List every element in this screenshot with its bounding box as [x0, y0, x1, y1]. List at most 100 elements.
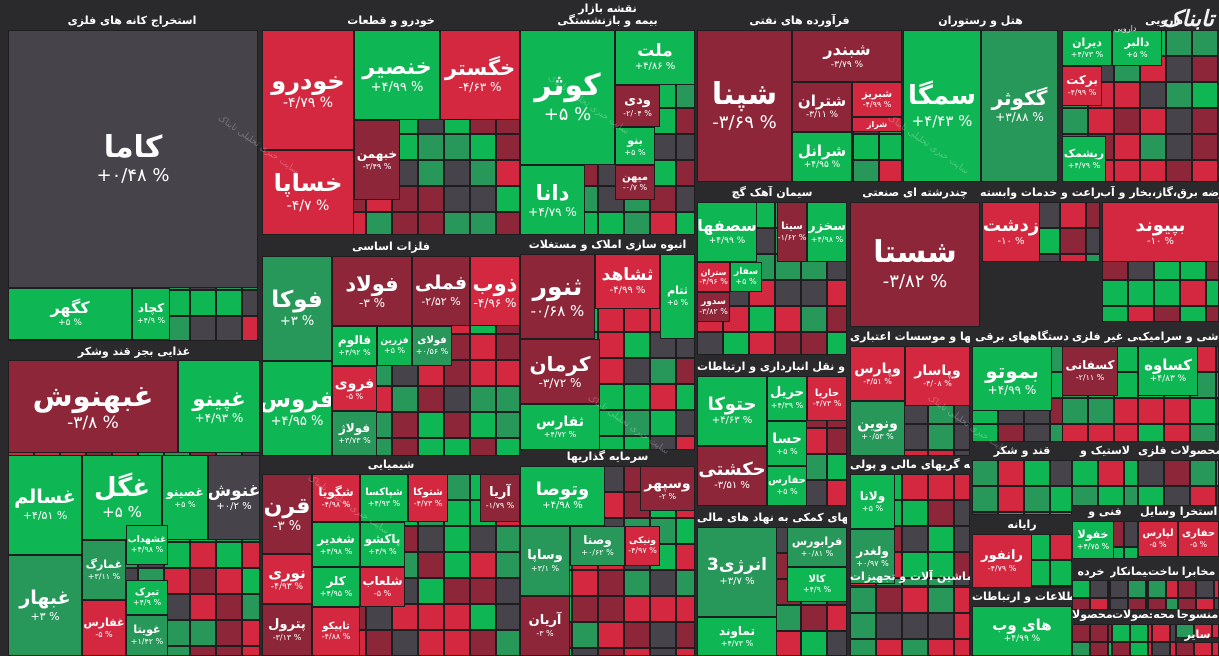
stock-tile[interactable]: سخزر +۴/۹۸ % — [807, 202, 847, 262]
stock-tile[interactable]: حسا +۵ % — [767, 421, 807, 466]
stock-tile[interactable]: ستران -۴/۹۶ % — [697, 262, 730, 292]
stock-tile[interactable]: ثنور -۰/۶۸ % — [520, 254, 595, 339]
stock-tile[interactable]: غسالم +۴/۵۱ % — [8, 455, 82, 555]
stock-tile[interactable]: حفارس +۵ % — [767, 466, 807, 506]
stock-tile[interactable]: ثفارس +۴/۷۲ % — [520, 404, 600, 450]
stock-tile[interactable]: غمارگ +۳/۱۱ % — [82, 540, 126, 600]
stock-tile[interactable]: آریا -۱/۷۹ % — [480, 474, 520, 522]
stock-tile[interactable]: ونیکی -۴/۹۷ % — [625, 526, 660, 566]
stock-tile[interactable]: رانفور -۴/۷۹ % — [972, 534, 1032, 588]
stock-tile[interactable]: فوکا +۳ % — [262, 256, 332, 361]
stock-tile[interactable]: ثتام +۵ % — [660, 254, 695, 339]
stock-tile[interactable]: فروس +۴/۹۵ % — [262, 361, 332, 456]
stock-tile[interactable]: خساپا -۴/۷ % — [262, 150, 354, 235]
stock-tile[interactable]: سیتا -۱/۶۲ % — [777, 202, 807, 262]
stock-tile[interactable]: دانا +۴/۷۹ % — [520, 165, 585, 235]
stock-tile[interactable]: خفولا +۴/۷۵ % — [1072, 521, 1114, 559]
stock-tile[interactable]: شرانل +۴/۹۵ % — [792, 132, 852, 182]
stock-tile[interactable]: غفارس -۵ % — [82, 600, 126, 656]
stock-tile[interactable]: وپاسار -۴/۰۸ % — [905, 346, 970, 406]
stock-tile[interactable]: کگهر +۵ % — [8, 288, 132, 340]
stock-tile[interactable]: شتران -۳/۱۱ % — [792, 82, 852, 132]
stock-tile[interactable]: سصفها +۴/۹۹ % — [697, 202, 757, 262]
stock-tile[interactable]: آریان -۳ % — [520, 596, 570, 656]
stock-tile[interactable]: شتوکا -۴/۷۳ % — [408, 474, 448, 522]
stock-tile[interactable]: حاریا -۴/۷۳ % — [807, 376, 847, 421]
stock-tile[interactable]: سمگا +۴/۴۳ % — [903, 30, 981, 182]
stock-tile[interactable]: غپینو +۴/۹۳ % — [178, 360, 260, 453]
stock-tile[interactable]: شبندر -۳/۷۹ % — [792, 30, 902, 82]
stock-tile[interactable]: حریل +۴/۳۹ % — [767, 376, 807, 421]
stock-tile[interactable]: بنو +۵ % — [615, 127, 655, 165]
stock-tile[interactable]: فولای +۰/۵۶ % — [412, 326, 452, 366]
stock-tile[interactable]: ملت +۴/۸۶ % — [615, 30, 695, 85]
stock-tile[interactable]: کساوه +۴/۸۳ % — [1138, 346, 1198, 396]
stock-tile[interactable]: های وب +۴/۹۹ % — [972, 606, 1072, 656]
stock-tile[interactable]: ولانا +۵ % — [850, 474, 895, 529]
stock-tile[interactable]: وپارس -۴/۵۱ % — [850, 346, 905, 401]
stock-tile[interactable]: غصینو +۵ % — [162, 455, 208, 540]
stock-tile[interactable]: تاپیکو -۴/۸۸ % — [312, 607, 360, 656]
stock-tile[interactable]: وصنا +۰/۶۲ % — [570, 526, 625, 566]
stock-tile[interactable]: غنوش +۰/۲ % — [208, 455, 260, 540]
stock-tile[interactable]: شستا -۳/۸۲ % — [850, 202, 980, 327]
stock-tile[interactable]: کاما +۰/۴۸ % — [8, 30, 258, 288]
stock-tile[interactable]: سدور -۳/۸۲ % — [697, 292, 730, 322]
stock-tile[interactable]: فملی -۲/۵۲ % — [412, 256, 470, 326]
stock-tile[interactable]: فالوم +۴/۹۲ % — [332, 326, 377, 366]
stock-tile[interactable]: زدشت -۱۰ % — [982, 202, 1040, 262]
stock-tile[interactable]: غشهداب +۴/۹۸ % — [126, 525, 168, 565]
stock-tile[interactable]: خگستر -۴/۶۳ % — [440, 30, 520, 120]
stock-tile[interactable]: فزرین +۵ % — [377, 326, 412, 366]
stock-tile[interactable]: کچاد +۴/۹ % — [132, 288, 170, 340]
stock-tile[interactable]: ذوب -۴/۹۶ % — [470, 256, 520, 326]
stock-tile[interactable]: سفار +۵ % — [730, 262, 762, 292]
stock-tile[interactable]: نوری -۴/۹۳ % — [262, 554, 312, 604]
stock-tile[interactable]: کالا +۴/۹ % — [787, 567, 847, 602]
stock-tile[interactable]: شپنا -۳/۶۹ % — [697, 30, 792, 182]
stock-tile[interactable]: حتوکا +۴/۶۳ % — [697, 376, 767, 446]
stock-tile[interactable]: تبرک +۴/۹ % — [126, 580, 168, 615]
stock-tile[interactable]: شراز — [852, 117, 902, 132]
stock-tile[interactable]: پترول -۳/۱۳ % — [262, 604, 312, 656]
stock-tile[interactable]: غبهار +۳ % — [8, 555, 82, 656]
stock-tile[interactable]: کلر +۴/۹۵ % — [312, 567, 360, 607]
stock-tile[interactable]: خودرو -۴/۷۹ % — [262, 30, 354, 150]
stock-tile[interactable]: کرمان -۳/۷۲ % — [520, 339, 600, 404]
stock-tile[interactable]: شپاکسا +۴/۹۳ % — [360, 474, 408, 522]
stock-tile[interactable]: میهن -۰/۷ % — [615, 165, 655, 200]
stock-tile[interactable]: شلعاب -۵ % — [360, 567, 405, 607]
stock-tile[interactable]: وسپهر -۲ % — [640, 466, 695, 511]
stock-tile[interactable]: غویتا +۱/۴۲ % — [126, 615, 168, 656]
stock-tile[interactable]: برکت -۴/۹۹ % — [1062, 66, 1102, 106]
stock-tile[interactable]: پاکشو +۴/۹ % — [360, 522, 405, 567]
stock-tile[interactable]: شبریز -۴/۹۹ % — [852, 82, 902, 117]
stock-tile[interactable]: بموتو +۴/۹۹ % — [972, 346, 1052, 411]
stock-tile[interactable]: بپیوند -۱۰ % — [1102, 202, 1219, 262]
stock-tile[interactable]: ثشاهد -۴/۹۹ % — [595, 254, 660, 309]
stock-tile[interactable]: شگویا -۴/۹۸ % — [312, 474, 360, 522]
stock-tile[interactable]: ونوین +۰/۵۳ % — [850, 401, 905, 456]
stock-tile[interactable]: قرن -۳ % — [262, 474, 312, 554]
stock-tile[interactable]: انرژی3 +۳/۷ % — [697, 527, 777, 617]
stock-tile[interactable]: تماوند +۴/۷۳ % — [697, 617, 777, 656]
stock-tile[interactable]: وتوصا +۴/۹۸ % — [520, 466, 605, 526]
stock-tile[interactable]: خبهمن -۳/۴۹ % — [354, 120, 400, 200]
stock-tile[interactable]: دیران +۴/۷۳ % — [1062, 30, 1112, 66]
stock-tile[interactable]: ودی -۲/۰۴ % — [615, 85, 660, 127]
stock-tile[interactable]: خنصیر +۴/۹۹ % — [354, 30, 440, 120]
stock-tile[interactable]: کوثر +۵ % — [520, 30, 615, 165]
stock-tile[interactable]: حفاری -۵ % — [1178, 521, 1219, 557]
stock-tile[interactable]: کسفانی -۲/۱۱ % — [1062, 346, 1118, 396]
stock-tile[interactable]: غبهنوش -۳/۸ % — [8, 360, 178, 453]
stock-tile[interactable]: ریشمک +۴/۷۹ % — [1062, 136, 1106, 182]
stock-tile[interactable]: حکشتی -۳/۵۱ % — [697, 446, 767, 506]
stock-tile[interactable]: لپارس -۵ % — [1138, 521, 1178, 557]
stock-tile[interactable]: فولاد -۳ % — [332, 256, 412, 326]
stock-tile[interactable]: فولاژ +۳/۷۳ % — [332, 411, 377, 456]
stock-tile[interactable]: گکوثر +۳/۸۸ % — [981, 30, 1058, 182]
stock-tile[interactable]: وساپا +۳/۱ % — [520, 526, 570, 596]
stock-tile[interactable]: فروی -۵ % — [332, 366, 377, 411]
stock-tile[interactable]: فرابورس +۰/۸۱ % — [787, 527, 847, 567]
stock-tile[interactable]: شغدیر +۴/۹۸ % — [312, 522, 360, 567]
